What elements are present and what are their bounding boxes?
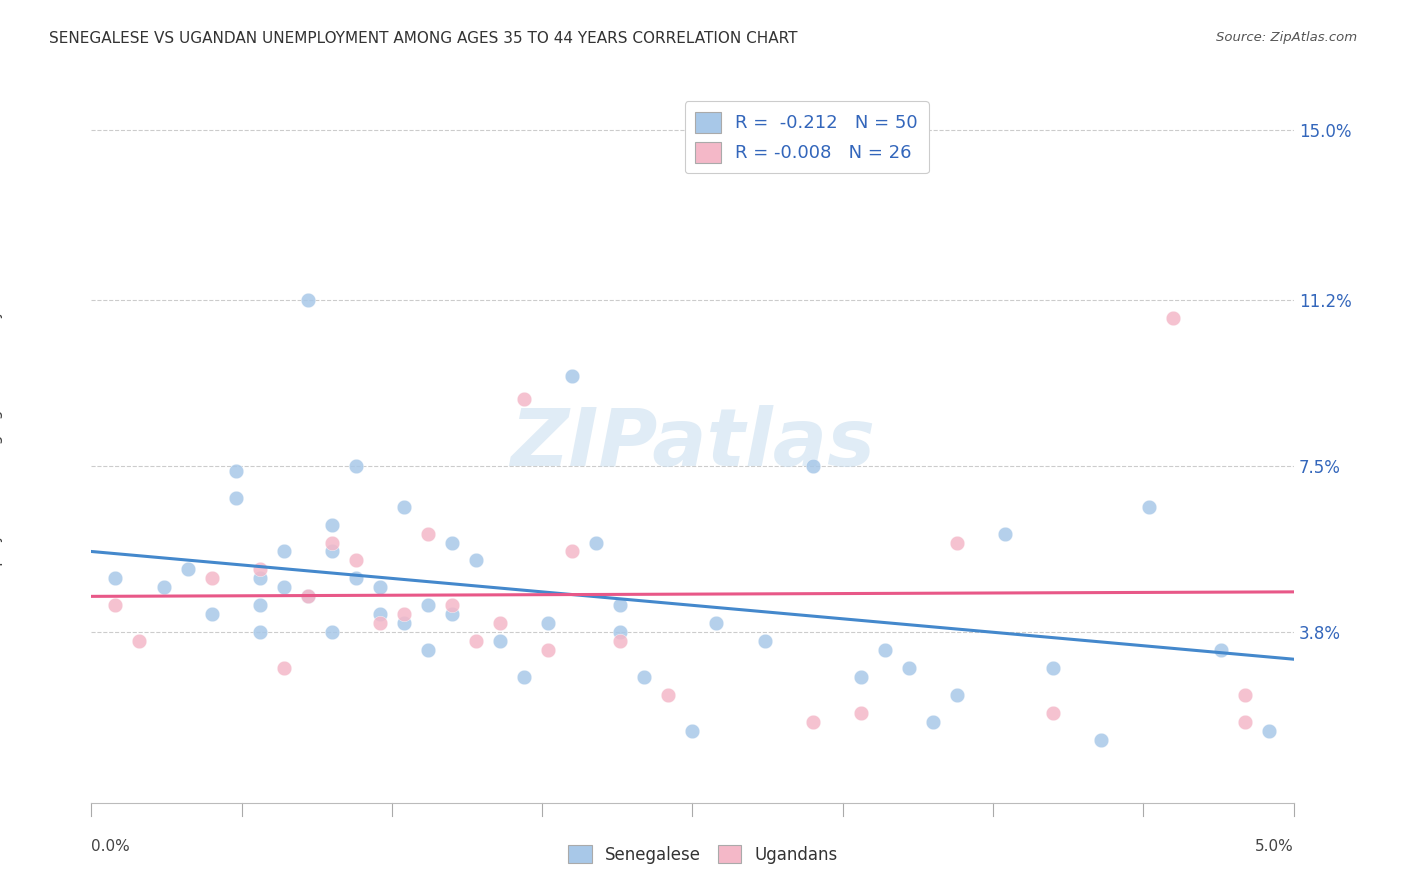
Point [1042,706,1064,720]
Point [344,459,367,474]
Point [104,571,127,585]
Point [897,661,920,675]
Point [489,634,512,648]
Text: Unemployment Among Ages 35 to 44 years: Unemployment Among Ages 35 to 44 years [0,277,3,611]
Point [344,553,367,567]
Text: ZIPatlas: ZIPatlas [510,405,875,483]
Point [416,643,439,657]
Point [561,544,583,558]
Point [368,581,391,595]
Point [994,526,1017,541]
Point [273,544,295,558]
Text: 5.0%: 5.0% [1254,838,1294,854]
Point [440,599,463,613]
Point [754,634,776,648]
Point [609,599,631,613]
Text: SENEGALESE VS UGANDAN UNEMPLOYMENT AMONG AGES 35 TO 44 YEARS CORRELATION CHART: SENEGALESE VS UGANDAN UNEMPLOYMENT AMONG… [49,31,797,46]
Point [249,571,271,585]
Point [849,670,872,684]
Point [1258,724,1281,739]
Text: Source: ZipAtlas.com: Source: ZipAtlas.com [1216,31,1357,45]
Point [368,607,391,622]
Point [681,724,703,739]
Point [249,562,271,576]
Point [657,688,679,702]
Point [392,616,415,631]
Point [392,500,415,514]
Point [368,616,391,631]
Point [801,714,824,729]
Point [513,392,536,406]
Point [1161,311,1184,326]
Point [249,599,271,613]
Point [706,616,728,631]
Point [946,688,969,702]
Point [128,634,150,648]
Legend: R =  -0.212   N = 50, R = -0.008   N = 26: R = -0.212 N = 50, R = -0.008 N = 26 [685,101,929,173]
Point [392,607,415,622]
Point [1234,714,1257,729]
Point [416,599,439,613]
Point [1042,661,1064,675]
Point [609,625,631,640]
Point [440,607,463,622]
Point [609,634,631,648]
Point [104,599,127,613]
Point [416,526,439,541]
Text: 0.0%: 0.0% [91,838,131,854]
Point [561,369,583,384]
Point [537,643,560,657]
Point [513,670,536,684]
Point [1211,643,1233,657]
Point [537,616,560,631]
Point [152,581,174,595]
Point [225,491,247,505]
Point [633,670,655,684]
Legend: Senegalese, Ugandans: Senegalese, Ugandans [562,838,844,871]
Point [440,535,463,549]
Point [849,706,872,720]
Point [1234,688,1257,702]
Point [489,616,512,631]
Point [585,535,607,549]
Point [344,571,367,585]
Point [297,590,319,604]
Point [297,293,319,308]
Point [801,459,824,474]
Point [321,544,343,558]
Point [465,553,488,567]
Point [249,625,271,640]
Point [273,581,295,595]
Point [1137,500,1160,514]
Point [225,464,247,478]
Point [873,643,896,657]
Point [465,634,488,648]
Point [321,517,343,532]
Point [201,607,224,622]
Point [1090,733,1112,747]
Point [176,562,198,576]
Point [321,535,343,549]
Point [297,590,319,604]
Point [201,571,224,585]
Point [273,661,295,675]
Point [946,535,969,549]
Point [922,714,945,729]
Point [321,625,343,640]
